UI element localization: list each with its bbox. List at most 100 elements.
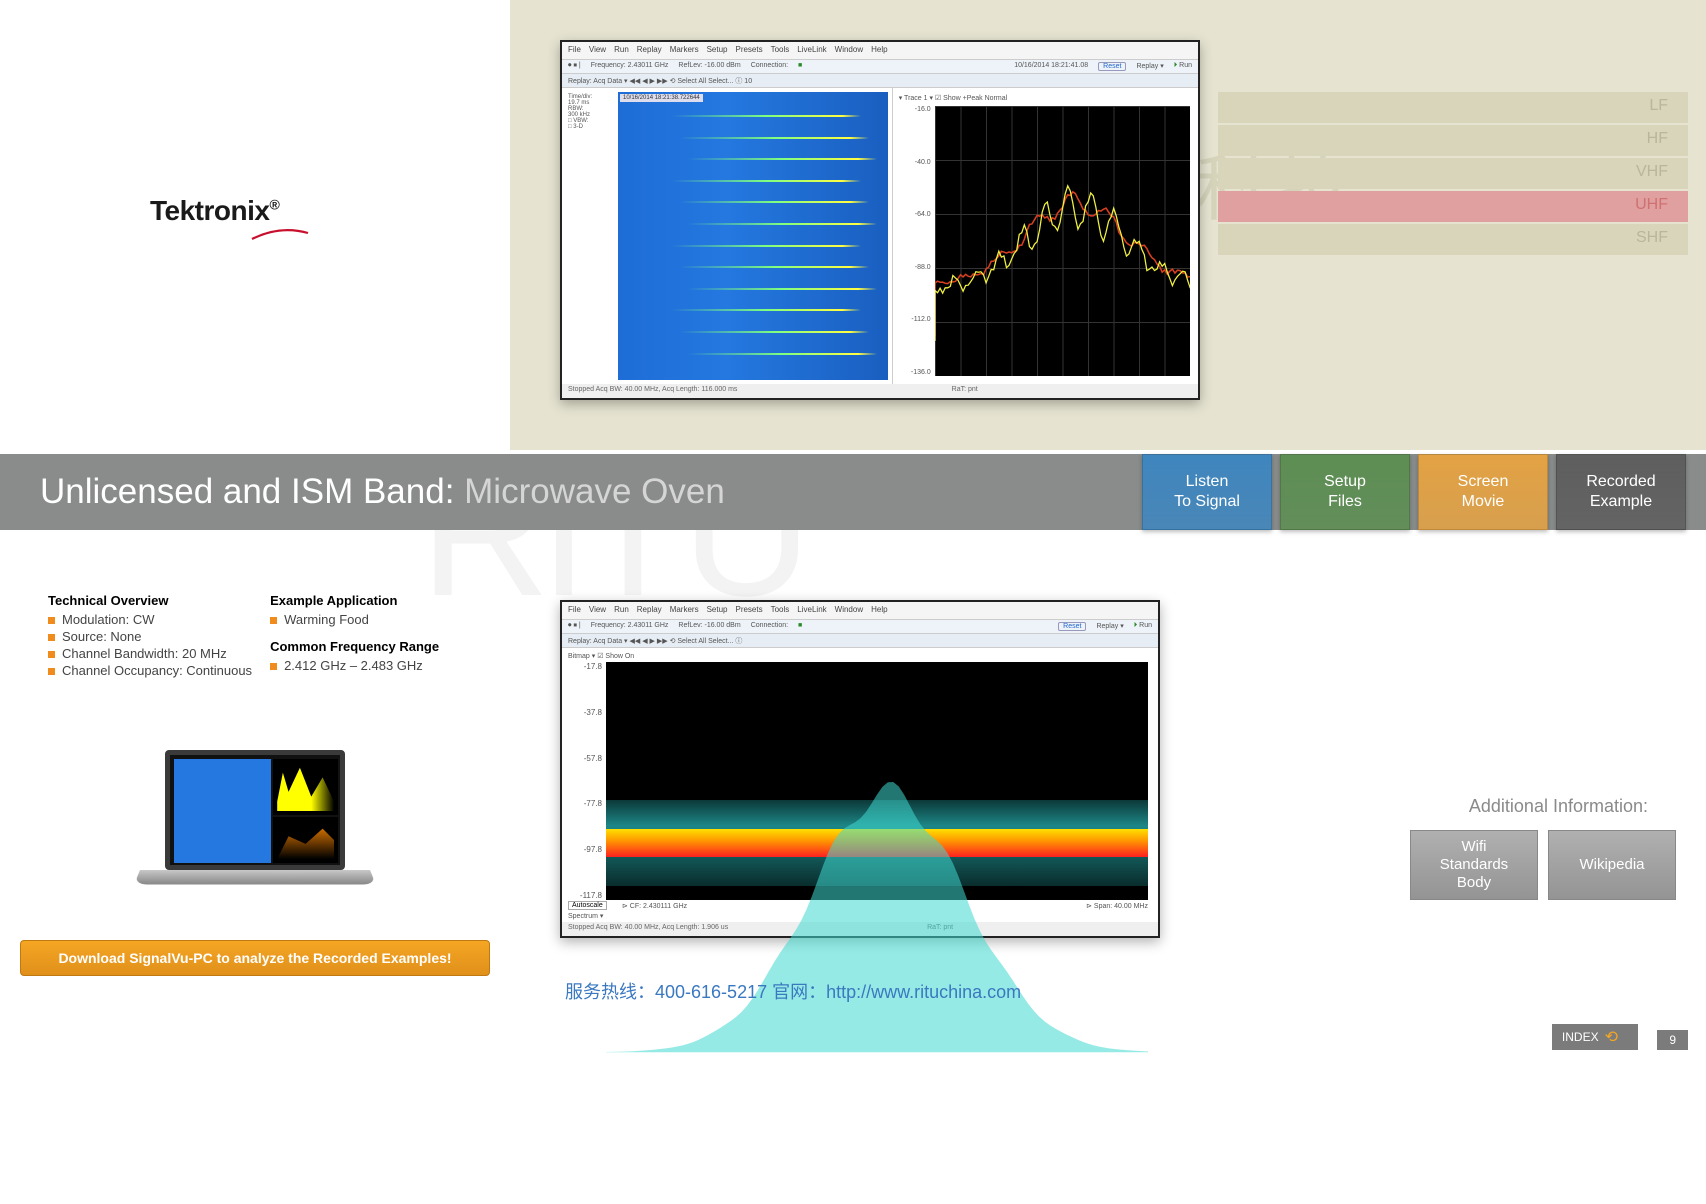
footer-center: RaT: pnt [952,386,978,396]
spectrogram-trace [680,201,869,203]
menu-replay[interactable]: Replay [637,45,662,56]
dpx-ylabel: -97.8 [566,845,602,854]
spectrogram-trace [680,137,869,139]
toolbar-reflev: RefLev: -16.00 dBm [678,62,740,71]
dpx-ylabel: -57.8 [566,754,602,763]
list-item: Warming Food [270,612,439,627]
shot1-footer: Stopped Acq BW: 40.00 MHz, Acq Length: 1… [562,384,1198,398]
menu-view[interactable]: View [589,45,606,56]
menu-window[interactable]: Window [835,605,863,616]
toolbar-run-2[interactable]: ⏵ Run [1134,622,1152,631]
dpx-autoscale[interactable]: Autoscale [568,901,607,910]
reset-button-2[interactable]: Reset [1058,622,1086,631]
action-screen-movie[interactable]: ScreenMovie [1418,454,1548,530]
laptop-panel-spectrum [273,759,338,815]
brand-trademark: ® [269,197,279,213]
spectrogram-side-labels: Time/div:19.7 msRBW:300 kHz□ VBW:□ 3-D [566,92,618,380]
action-buttons: ListenTo SignalSetupFilesScreenMovieReco… [1142,454,1686,530]
toolbar-run[interactable]: ⏵ Run [1174,62,1192,71]
spectrogram-trace [688,223,877,225]
page-title: Unlicensed and ISM Band: Microwave Oven [40,472,725,512]
tech-overview-list: Modulation: CWSource: NoneChannel Bandwi… [48,612,252,678]
freq-band-vhf[interactable]: VHF [1218,158,1688,189]
menu-run[interactable]: Run [614,605,629,616]
example-freq-col: Example Application Warming Food Common … [270,593,439,680]
spectrogram-plot: 10/16/2014 18:21:38.722644 [618,92,888,380]
menu-tools[interactable]: Tools [771,605,790,616]
toolbar-record-icon: ⏺ ⏹ | [568,622,581,631]
signalvu-screenshot-1: File View Run Replay Markers Setup Presets Tool… [560,40,1200,400]
menu-livelink[interactable]: LiveLink [797,45,826,56]
menu-file[interactable]: File [568,605,581,616]
laptop-screen [165,750,345,870]
action-setup-files[interactable]: SetupFiles [1280,454,1410,530]
toolbar-freq-2: Frequency: 2.43011 GHz [591,622,669,631]
spectrum-ylabel: -112.0 [897,316,931,323]
action-listen-to-signal[interactable]: ListenTo Signal [1142,454,1272,530]
spectrogram-trace [672,180,861,182]
spectrum-header: ▾ Trace 1 ▾ ☑ Show +Peak Normal [897,92,1194,104]
menu-view[interactable]: View [589,605,606,616]
spectrogram-timestamp-badge: 10/16/2014 18:21:38.722644 [620,94,703,102]
toolbar-timestamp: 10/16/2014 18:21:41.08 [1014,62,1088,71]
menu-markers[interactable]: Markers [670,45,699,56]
technical-columns: Technical Overview Modulation: CWSource:… [48,593,488,680]
app-toolbar-replay: Replay: Acq Data ▾ ◀◀ ◀ ▶ ▶▶ ⟲ Select Al… [562,74,1198,88]
download-button[interactable]: Download SignalVu-PC to analyze the Reco… [20,940,490,976]
menu-presets[interactable]: Presets [735,45,762,56]
spectrum-ylabel: -88.0 [897,264,931,271]
index-arrow-icon: ⟲ [1605,1027,1618,1047]
spectrum-ylabel: -136.0 [897,369,931,376]
menu-help[interactable]: Help [871,605,887,616]
footer-status: Stopped Acq BW: 40.00 MHz, Acq Length: 1… [568,386,737,396]
freq-band-lf[interactable]: LF [1218,92,1688,123]
menu-tools[interactable]: Tools [771,45,790,56]
tech-overview-col: Technical Overview Modulation: CWSource:… [48,593,252,680]
menu-setup[interactable]: Setup [707,45,728,56]
brand-name: Tektronix® [150,195,360,227]
reset-button[interactable]: Reset [1098,62,1126,71]
menu-markers[interactable]: Markers [670,605,699,616]
dpx-tab[interactable]: Spectrum ▾ [568,912,603,920]
app-toolbar: ⏺ ⏹ | Frequency: 2.43011 GHz RefLev: -16… [562,60,1198,74]
freq-range-heading: Common Frequency Range [270,639,439,654]
footer-contact: 服务热线：400-616-5217 官网：http://www.rituchin… [565,978,1021,1004]
menu-file[interactable]: File [568,45,581,56]
list-item: Modulation: CW [48,612,252,627]
laptop-base [134,870,376,884]
spectrum-ylabel: -64.0 [897,211,931,218]
menu-window[interactable]: Window [835,45,863,56]
freq-band-hf[interactable]: HF [1218,125,1688,156]
freq-band-uhf[interactable]: UHF [1218,191,1688,222]
title-light: Microwave Oven [464,472,725,511]
menu-run[interactable]: Run [614,45,629,56]
menu-setup[interactable]: Setup [707,605,728,616]
dpx-cf: ⊳ CF: 2.430111 GHz [622,902,687,910]
dpx-span: ⊳ Span: 40.00 MHz [1086,902,1148,910]
menu-livelink[interactable]: LiveLink [797,605,826,616]
laptop-illustration [140,750,370,910]
toolbar-replay-2[interactable]: Replay ▾ [1096,622,1123,631]
menu-help[interactable]: Help [871,45,887,56]
freq-band-shf[interactable]: SHF [1218,224,1688,255]
menu-presets[interactable]: Presets [735,605,762,616]
additional-wikipedia[interactable]: Wikipedia [1548,830,1676,900]
spectrum-axes [935,106,1190,376]
dpx-ylabel: -117.8 [566,891,602,900]
menu-replay[interactable]: Replay [637,605,662,616]
action-recorded-example[interactable]: RecordedExample [1556,454,1686,530]
toolbar-replay[interactable]: Replay ▾ [1136,62,1163,71]
dpx-header: Bitmap ▾ ☑ Show On [566,652,1154,660]
spectrogram-trace [680,331,869,333]
dpx-panel: Bitmap ▾ ☑ Show On -17.8-37.8-57.8-77.8-… [562,648,1158,922]
spectrogram-trace [672,309,861,311]
additional-wifi-standards-body[interactable]: WifiStandardsBody [1410,830,1538,900]
signalvu-screenshot-2: File View Run Replay Markers Setup Presets Tool… [560,600,1160,938]
index-button[interactable]: INDEX ⟲ [1552,1024,1638,1050]
app-menubar: File View Run Replay Markers Setup Presets Tool… [562,42,1198,60]
frequency-band-list: LFHFVHFUHFSHF [1218,92,1688,257]
dpx-ylabel: -77.8 [566,799,602,808]
index-label: INDEX [1562,1030,1599,1044]
conn-indicator-icon: ■ [798,622,802,631]
spectrum-ylabel: -40.0 [897,159,931,166]
